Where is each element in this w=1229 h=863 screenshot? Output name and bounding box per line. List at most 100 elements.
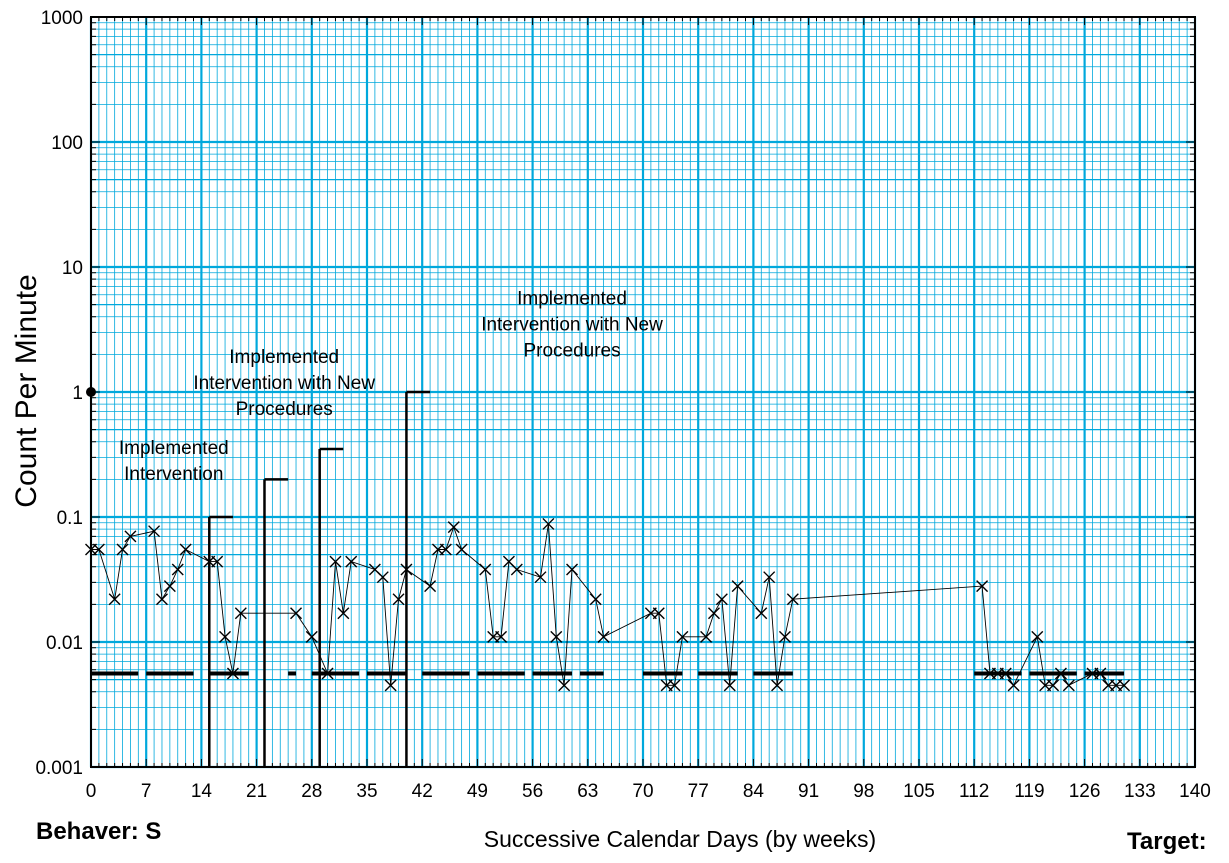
data-point-stroke [566, 563, 579, 576]
data-point-stroke [455, 543, 468, 556]
data-point [392, 593, 405, 606]
data-point [124, 530, 137, 543]
data-point [290, 607, 303, 620]
data-point [771, 679, 784, 692]
x-tick-label: 140 [1179, 781, 1211, 802]
data-point [510, 563, 523, 576]
x-tick-label: 49 [467, 781, 488, 802]
data-point [337, 607, 350, 620]
data-point [439, 543, 452, 556]
data-point [495, 630, 508, 643]
data-point-stroke [345, 555, 358, 568]
data-point-stroke [676, 630, 689, 643]
data-point [1062, 679, 1075, 692]
data-point-stroke [92, 543, 105, 556]
data-point-stroke [715, 593, 728, 606]
data-point-stroke [368, 563, 381, 576]
data-point-stroke [495, 630, 508, 643]
data-point [400, 563, 413, 576]
data-point [234, 607, 247, 620]
data-point-stroke [321, 667, 334, 680]
data-point [676, 630, 689, 643]
data-point [1031, 630, 1044, 643]
data-point [92, 543, 105, 556]
y-axis-label: Count Per Minute [10, 274, 43, 507]
data-point-stroke [597, 630, 610, 643]
y-tick-label: 10 [62, 258, 83, 279]
data-point-stroke [424, 580, 437, 593]
data-point [329, 555, 342, 568]
behaver-label: Behaver: S [36, 818, 162, 845]
data-point-stroke [1118, 679, 1131, 692]
data-point-stroke [148, 525, 161, 538]
data-point [116, 543, 129, 556]
data-point [778, 630, 791, 643]
data-point-stroke [290, 607, 303, 620]
x-tick-label: 126 [1069, 781, 1101, 802]
data-point-stroke [329, 555, 342, 568]
phase-change-lines [208, 390, 431, 767]
data-point-stroke [376, 571, 389, 584]
annotation-line: Intervention [124, 464, 223, 485]
x-tick-label: 70 [632, 781, 653, 802]
data-point [999, 667, 1012, 680]
data-point [345, 555, 358, 568]
reference-point [86, 387, 96, 397]
y-tick-label: 1 [72, 383, 83, 404]
data-point [731, 580, 744, 593]
annotations: Implemented Intervention Implemented Interv… [119, 289, 663, 485]
data-point-stroke [502, 555, 515, 568]
data-point-stroke [305, 630, 318, 643]
data-point [155, 593, 168, 606]
data-point-stroke [668, 679, 681, 692]
data-point [1047, 679, 1060, 692]
x-tick-label: 84 [743, 781, 765, 802]
data-point-stroke [1054, 667, 1067, 680]
phase-annotation: Implemented Intervention with New Procedur… [481, 289, 663, 362]
data-point-stroke [1031, 630, 1044, 643]
data-point-stroke [211, 555, 224, 568]
data-point-stroke [976, 580, 989, 593]
data-point-stroke [707, 607, 720, 620]
x-tick-label: 42 [412, 781, 433, 802]
data-point-stroke [234, 607, 247, 620]
annotation-line: Intervention with New [481, 315, 663, 336]
data-point [1007, 679, 1020, 692]
data-point-stroke [179, 543, 192, 556]
data-point-stroke [723, 679, 736, 692]
data-point-stroke [171, 563, 184, 576]
data-point-stroke [163, 580, 176, 593]
data-series [85, 387, 1131, 692]
data-point-stroke [999, 667, 1012, 680]
y-tick-label: 0.01 [46, 633, 83, 654]
data-point-stroke [755, 607, 768, 620]
data-point-stroke [447, 521, 460, 534]
x-tick-label: 28 [301, 781, 322, 802]
data-point [542, 517, 555, 530]
data-point [550, 630, 563, 643]
data-point [148, 525, 161, 538]
data-point [171, 563, 184, 576]
data-point [700, 630, 713, 643]
data-point-stroke [337, 607, 350, 620]
data-point-stroke [652, 607, 665, 620]
data-point [305, 630, 318, 643]
data-point-stroke [155, 593, 168, 606]
data-point-stroke [534, 571, 547, 584]
data-point-stroke [392, 593, 405, 606]
data-point-stroke [786, 593, 799, 606]
x-tick-label: 91 [798, 781, 819, 802]
data-point [376, 571, 389, 584]
data-point [597, 630, 610, 643]
phase-annotation: Implemented Intervention [119, 438, 229, 485]
data-point [179, 543, 192, 556]
data-point-stroke [1062, 679, 1075, 692]
chart-grid [89, 17, 1197, 769]
data-point-stroke [510, 563, 523, 576]
data-point [707, 607, 720, 620]
data-point [321, 667, 334, 680]
data-point-stroke [700, 630, 713, 643]
x-tick-label: 119 [1014, 781, 1044, 802]
y-tick-label: 0.1 [57, 508, 83, 529]
